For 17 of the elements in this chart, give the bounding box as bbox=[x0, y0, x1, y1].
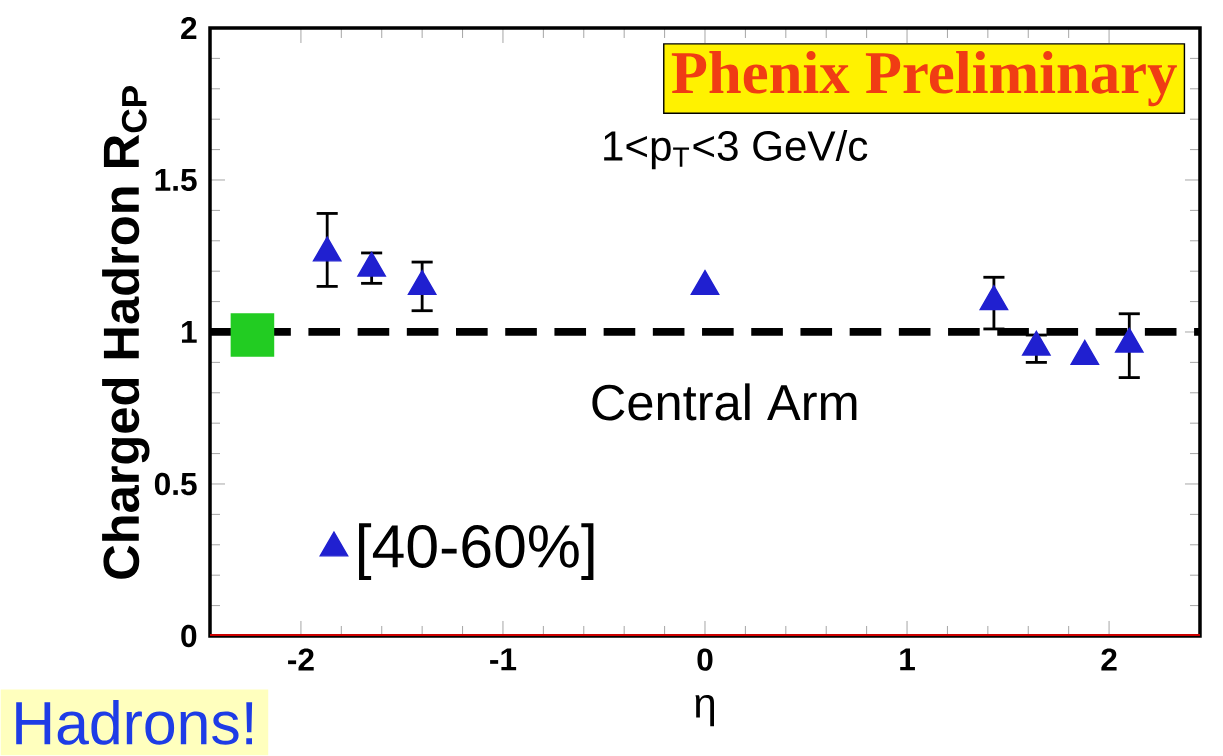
y-tick-label: 0.5 bbox=[154, 472, 197, 496]
annotation: Central Arm bbox=[592, 383, 857, 421]
y-tick-label: 2 bbox=[181, 16, 197, 40]
legend-label: [40-60%] bbox=[359, 523, 594, 580]
annotation: Phenix Preliminary bbox=[671, 50, 1177, 107]
text: Hadrons! bbox=[16, 700, 253, 745]
x-tick-label: -1 bbox=[490, 648, 517, 671]
x-tick-label: -2 bbox=[288, 648, 314, 671]
y-tick-label: 1.5 bbox=[155, 168, 197, 192]
x-tick-label: 2 bbox=[1101, 648, 1117, 671]
y-axis-title: Charged Hadron R$_{CP}$ bbox=[102, 86, 150, 579]
x-tick-label: 0 bbox=[697, 648, 713, 671]
y-tick-label: 1 bbox=[181, 321, 197, 343]
x-axis-title: η bbox=[695, 694, 714, 727]
annotation: 1<p$_{T}$<3 GeV/c bbox=[604, 129, 868, 170]
x-tick-label: 1 bbox=[900, 648, 915, 671]
y-tick-label: 0 bbox=[181, 624, 197, 648]
